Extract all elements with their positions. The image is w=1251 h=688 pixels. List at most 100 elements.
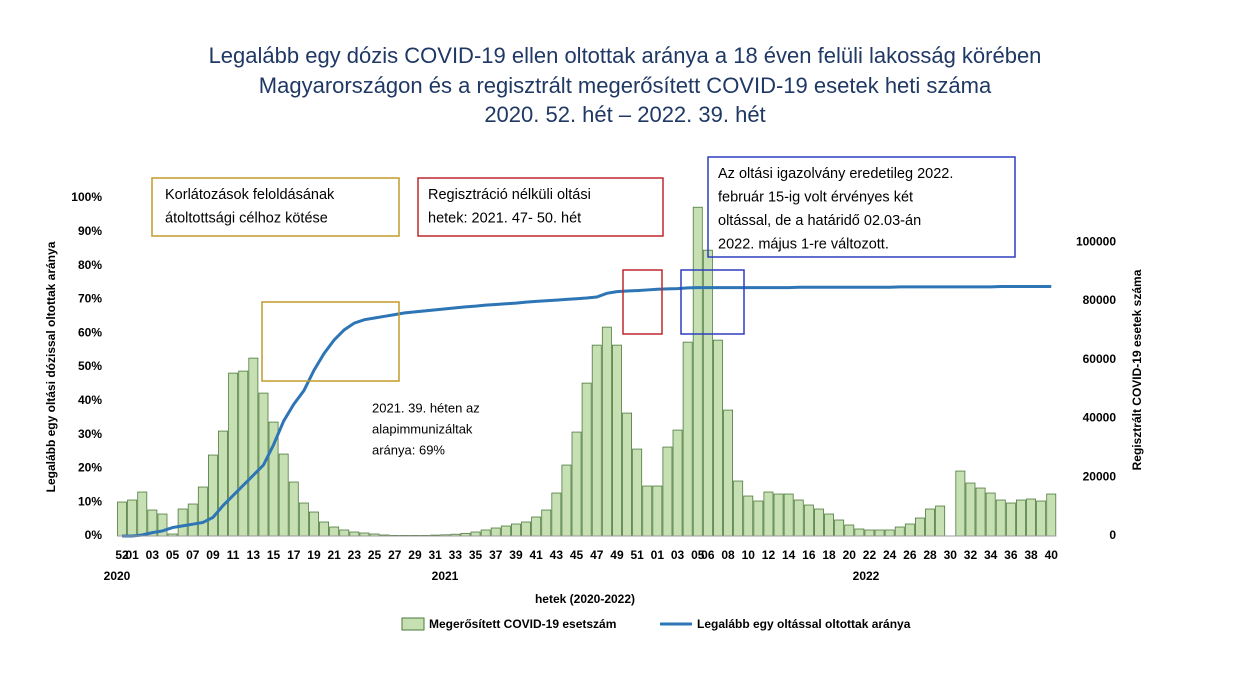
x-tick-label: 19 [307,548,321,562]
bar [733,480,744,537]
bar [278,453,289,537]
y-tick-label: 90% [78,224,102,238]
bar [500,525,511,537]
x-tick-label: 25 [368,548,382,562]
bar [591,344,602,537]
bar [288,481,299,537]
x-tick-label: 29 [408,548,422,562]
y-tick-label: 30% [78,427,102,441]
x-tick-label: 51 [630,548,644,562]
annotation-box [707,156,1016,258]
bar [844,524,855,537]
x-tick-label: 06 [701,548,715,562]
y-tick-label: 70% [78,292,102,306]
chart-title: Magyarországon és a regisztrált megerősí… [259,73,992,98]
y2-tick-label: 80000 [1083,293,1117,307]
bar [228,372,239,537]
annotation-text: Regisztráció nélküli oltási [428,187,591,203]
y-tick-label: 80% [78,258,102,272]
bar [713,339,723,537]
x-tick-label: 05 [166,548,180,562]
bar [824,513,834,537]
annotation-text: Korlátozások feloldásának [165,187,335,203]
x-tick-label: 05 [691,548,705,562]
annotation-text: február 15-ig volt érvényes két [718,189,913,205]
bar [632,448,643,537]
annotation-text: oltással, de a határidő 02.03-án [718,213,921,229]
bar [783,493,794,537]
y2-tick-label: 100000 [1076,234,1116,248]
bar [884,529,895,537]
x-tick-label: 26 [903,548,917,562]
bar [935,505,946,537]
bar [874,529,885,537]
x-tick-label: 22 [863,548,877,562]
y-tick-label: 40% [78,393,102,407]
x-tick-label: 28 [923,548,937,562]
x-tick-label: 31 [428,548,442,562]
bar [470,531,481,537]
x-tick-label: 09 [206,548,220,562]
bar [127,499,138,537]
bar [1026,498,1036,537]
bar [955,470,966,537]
legend-label: Legalább egy oltással oltottak aránya [697,617,911,631]
highlight-box [622,269,663,335]
bar [197,486,208,537]
bar [531,516,542,537]
y2-axis-label: Regisztrált COVID-19 esetek száma [1130,269,1144,470]
bar [238,370,249,537]
x-tick-label: 34 [984,548,998,562]
bar [854,528,865,537]
annotation-box [151,177,400,237]
annotation-text: aránya: 69% [372,442,445,457]
x-tick-label: 40 [1045,548,1059,562]
x-tick-label: 36 [1004,548,1018,562]
bar [622,412,632,537]
x-tick-label: 03 [671,548,685,562]
x-tick-label: 39 [509,548,523,562]
x-tick-label: 15 [267,548,281,562]
x-tick-label: 33 [449,548,463,562]
bar [581,382,592,537]
highlight-box [261,301,400,382]
bar [814,508,824,537]
x-tick-label: 13 [247,548,261,562]
year-label: 2020 [104,569,131,583]
bar [551,492,562,537]
bar [490,527,501,537]
bar [965,482,976,537]
bar [218,430,228,537]
bar [723,409,733,537]
bar [803,504,814,537]
bar [571,431,582,537]
bar [248,357,259,537]
x-tick-label: 12 [762,548,776,562]
legend-label: Megerősített COVID-19 esetszám [429,617,616,631]
y2-tick-label: 20000 [1083,469,1117,483]
bar [208,454,218,537]
bar [702,249,713,537]
x-tick-label: 11 [227,548,240,562]
bar [793,499,804,537]
bar [521,521,531,537]
y2-tick-label: 40000 [1083,411,1117,425]
bar [349,531,360,537]
bar [915,517,925,537]
x-tick-label: 17 [287,548,301,562]
bar [177,508,188,537]
bar [773,493,784,537]
x-tick-label: 32 [964,548,978,562]
x-tick-label: 07 [186,548,200,562]
bar [480,529,491,537]
x-tick-label: 41 [529,548,543,562]
bar [894,526,905,537]
x-tick-label: 18 [822,548,836,562]
x-tick-label: 21 [327,548,341,562]
bar [682,341,693,537]
x-tick-label: 03 [146,548,160,562]
y-tick-label: 20% [78,461,102,475]
x-tick-label: 10 [742,548,756,562]
bar [601,326,612,537]
